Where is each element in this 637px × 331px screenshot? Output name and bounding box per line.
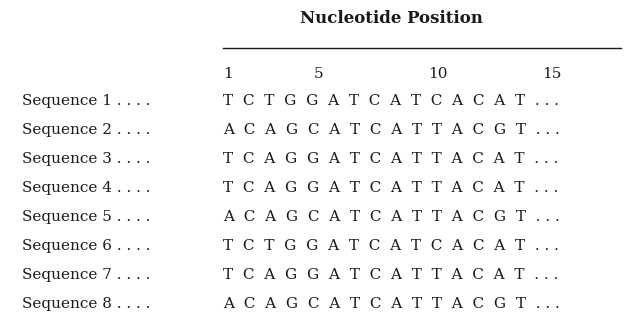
Text: 10: 10 — [428, 68, 448, 81]
Text: Sequence 2 . . . .: Sequence 2 . . . . — [22, 123, 151, 137]
Text: Sequence 7 . . . .: Sequence 7 . . . . — [22, 268, 151, 282]
Text: Sequence 1 . . . .: Sequence 1 . . . . — [22, 94, 151, 108]
Text: T  C  A  G  G  A  T  C  A  T  T  A  C  A  T  . . .: T C A G G A T C A T T A C A T . . . — [223, 181, 558, 195]
Text: A  C  A  G  C  A  T  C  A  T  T  A  C  G  T  . . .: A C A G C A T C A T T A C G T . . . — [223, 210, 560, 224]
Text: Nucleotide Position: Nucleotide Position — [300, 10, 483, 27]
Text: Sequence 5 . . . .: Sequence 5 . . . . — [22, 210, 151, 224]
Text: T  C  A  G  G  A  T  C  A  T  T  A  C  A  T  . . .: T C A G G A T C A T T A C A T . . . — [223, 152, 558, 166]
Text: T  C  T  G  G  A  T  C  A  T  C  A  C  A  T  . . .: T C T G G A T C A T C A C A T . . . — [223, 94, 559, 108]
Text: T  C  A  G  G  A  T  C  A  T  T  A  C  A  T  . . .: T C A G G A T C A T T A C A T . . . — [223, 268, 558, 282]
Text: Sequence 4 . . . .: Sequence 4 . . . . — [22, 181, 151, 195]
Text: T  C  T  G  G  A  T  C  A  T  C  A  C  A  T  . . .: T C T G G A T C A T C A C A T . . . — [223, 239, 559, 253]
Text: 5: 5 — [314, 68, 324, 81]
Text: Sequence 6 . . . .: Sequence 6 . . . . — [22, 239, 151, 253]
Text: 15: 15 — [542, 68, 562, 81]
Text: Sequence 8 . . . .: Sequence 8 . . . . — [22, 297, 151, 311]
Text: A  C  A  G  C  A  T  C  A  T  T  A  C  G  T  . . .: A C A G C A T C A T T A C G T . . . — [223, 123, 560, 137]
Text: Sequence 3 . . . .: Sequence 3 . . . . — [22, 152, 151, 166]
Text: 1: 1 — [223, 68, 233, 81]
Text: A  C  A  G  C  A  T  C  A  T  T  A  C  G  T  . . .: A C A G C A T C A T T A C G T . . . — [223, 297, 560, 311]
